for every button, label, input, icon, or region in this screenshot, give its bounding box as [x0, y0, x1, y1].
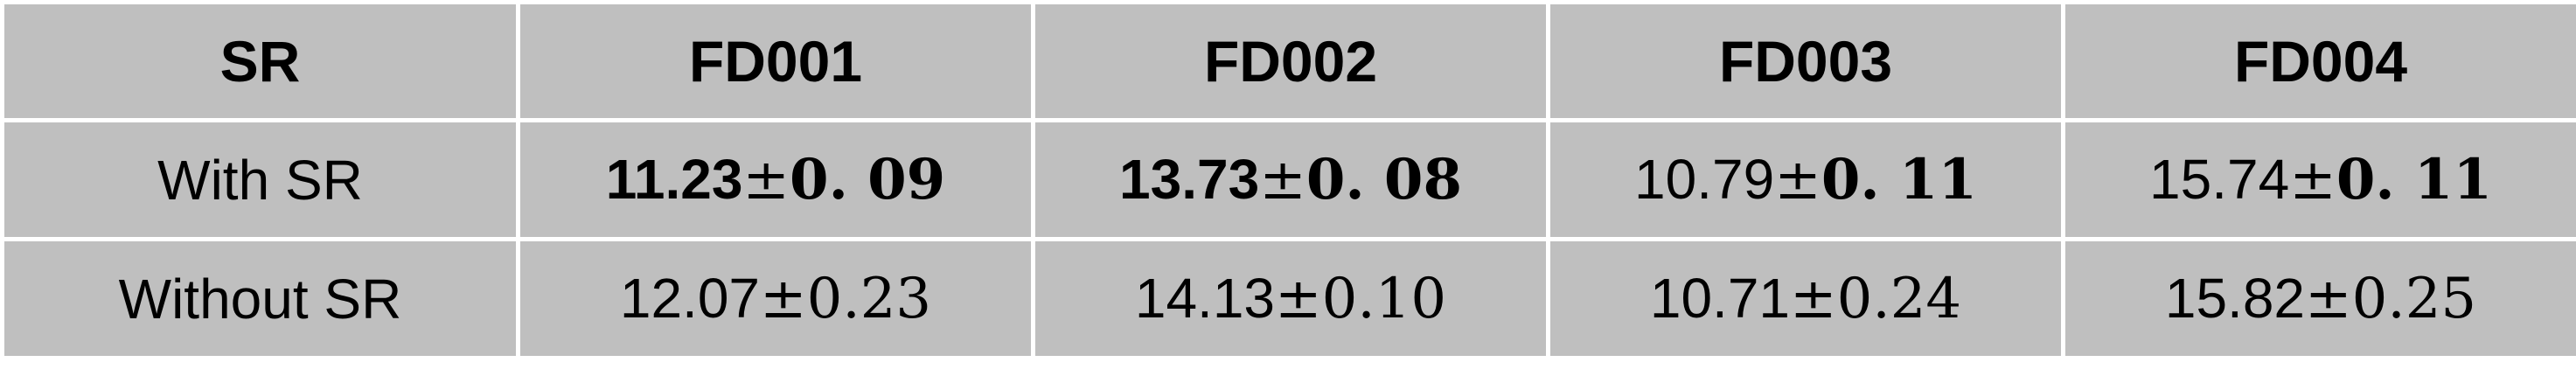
row-label-with-sr: With SR	[0, 118, 520, 241]
table-row-with-sr: With SR 11.23±0. 09 13.73±0. 08 10.79±0.…	[0, 118, 2576, 241]
cell-without-sr-fd003: 10.71±0.24	[1546, 237, 2065, 360]
std-value: 0.24	[1836, 267, 1962, 331]
std-value: 0. 08	[1305, 147, 1462, 212]
cell-with-sr-fd001: 11.23±0. 09	[516, 118, 1035, 241]
header-row: SR FD001 FD002 FD003 FD004	[0, 0, 2576, 122]
mean-value: 13.73	[1119, 148, 1260, 211]
header-sr: SR	[0, 0, 520, 122]
plus-minus-symbol: ±	[1275, 267, 1322, 331]
plus-minus-symbol: ±	[1259, 148, 1306, 212]
plus-minus-symbol: ±	[742, 148, 790, 212]
row-label-without-sr: Without SR	[0, 237, 520, 360]
cell-without-sr-fd001: 12.07±0.23	[516, 237, 1035, 360]
plus-minus-symbol: ±	[1790, 267, 1837, 331]
header-fd001: FD001	[516, 0, 1035, 122]
plus-minus-symbol: ±	[760, 267, 807, 331]
mean-value: 10.71	[1649, 267, 1791, 330]
plus-minus-symbol: ±	[1774, 148, 1821, 212]
std-value: 0.25	[2351, 267, 2477, 331]
std-value: 0. 11	[2336, 147, 2492, 212]
std-value: 0. 09	[790, 147, 946, 212]
cell-with-sr-fd004: 15.74±0. 11	[2061, 118, 2576, 241]
plus-minus-symbol: ±	[2289, 148, 2336, 212]
results-table-container: SR FD001 FD002 FD003 FD004 With SR 11.23…	[0, 0, 2576, 360]
mean-value: 11.23	[605, 148, 743, 211]
mean-value: 10.79	[1634, 148, 1775, 211]
mean-value: 15.74	[2149, 148, 2290, 211]
cell-without-sr-fd004: 15.82±0.25	[2061, 237, 2576, 360]
header-fd002: FD002	[1031, 0, 1550, 122]
mean-value: 15.82	[2164, 267, 2306, 330]
cell-with-sr-fd002: 13.73±0. 08	[1031, 118, 1550, 241]
header-fd003: FD003	[1546, 0, 2065, 122]
mean-value: 12.07	[619, 267, 761, 330]
std-value: 0.10	[1321, 267, 1447, 331]
mean-value: 14.13	[1134, 267, 1276, 330]
plus-minus-symbol: ±	[2305, 267, 2352, 331]
cell-without-sr-fd002: 14.13±0.10	[1031, 237, 1550, 360]
std-value: 0.23	[806, 267, 932, 331]
table-row-without-sr: Without SR 12.07±0.23 14.13±0.10 10.71±0…	[0, 237, 2576, 360]
results-table: SR FD001 FD002 FD003 FD004 With SR 11.23…	[0, 0, 2576, 360]
header-fd004: FD004	[2061, 0, 2576, 122]
std-value: 0. 11	[1821, 147, 1977, 212]
cell-with-sr-fd003: 10.79±0. 11	[1546, 118, 2065, 241]
